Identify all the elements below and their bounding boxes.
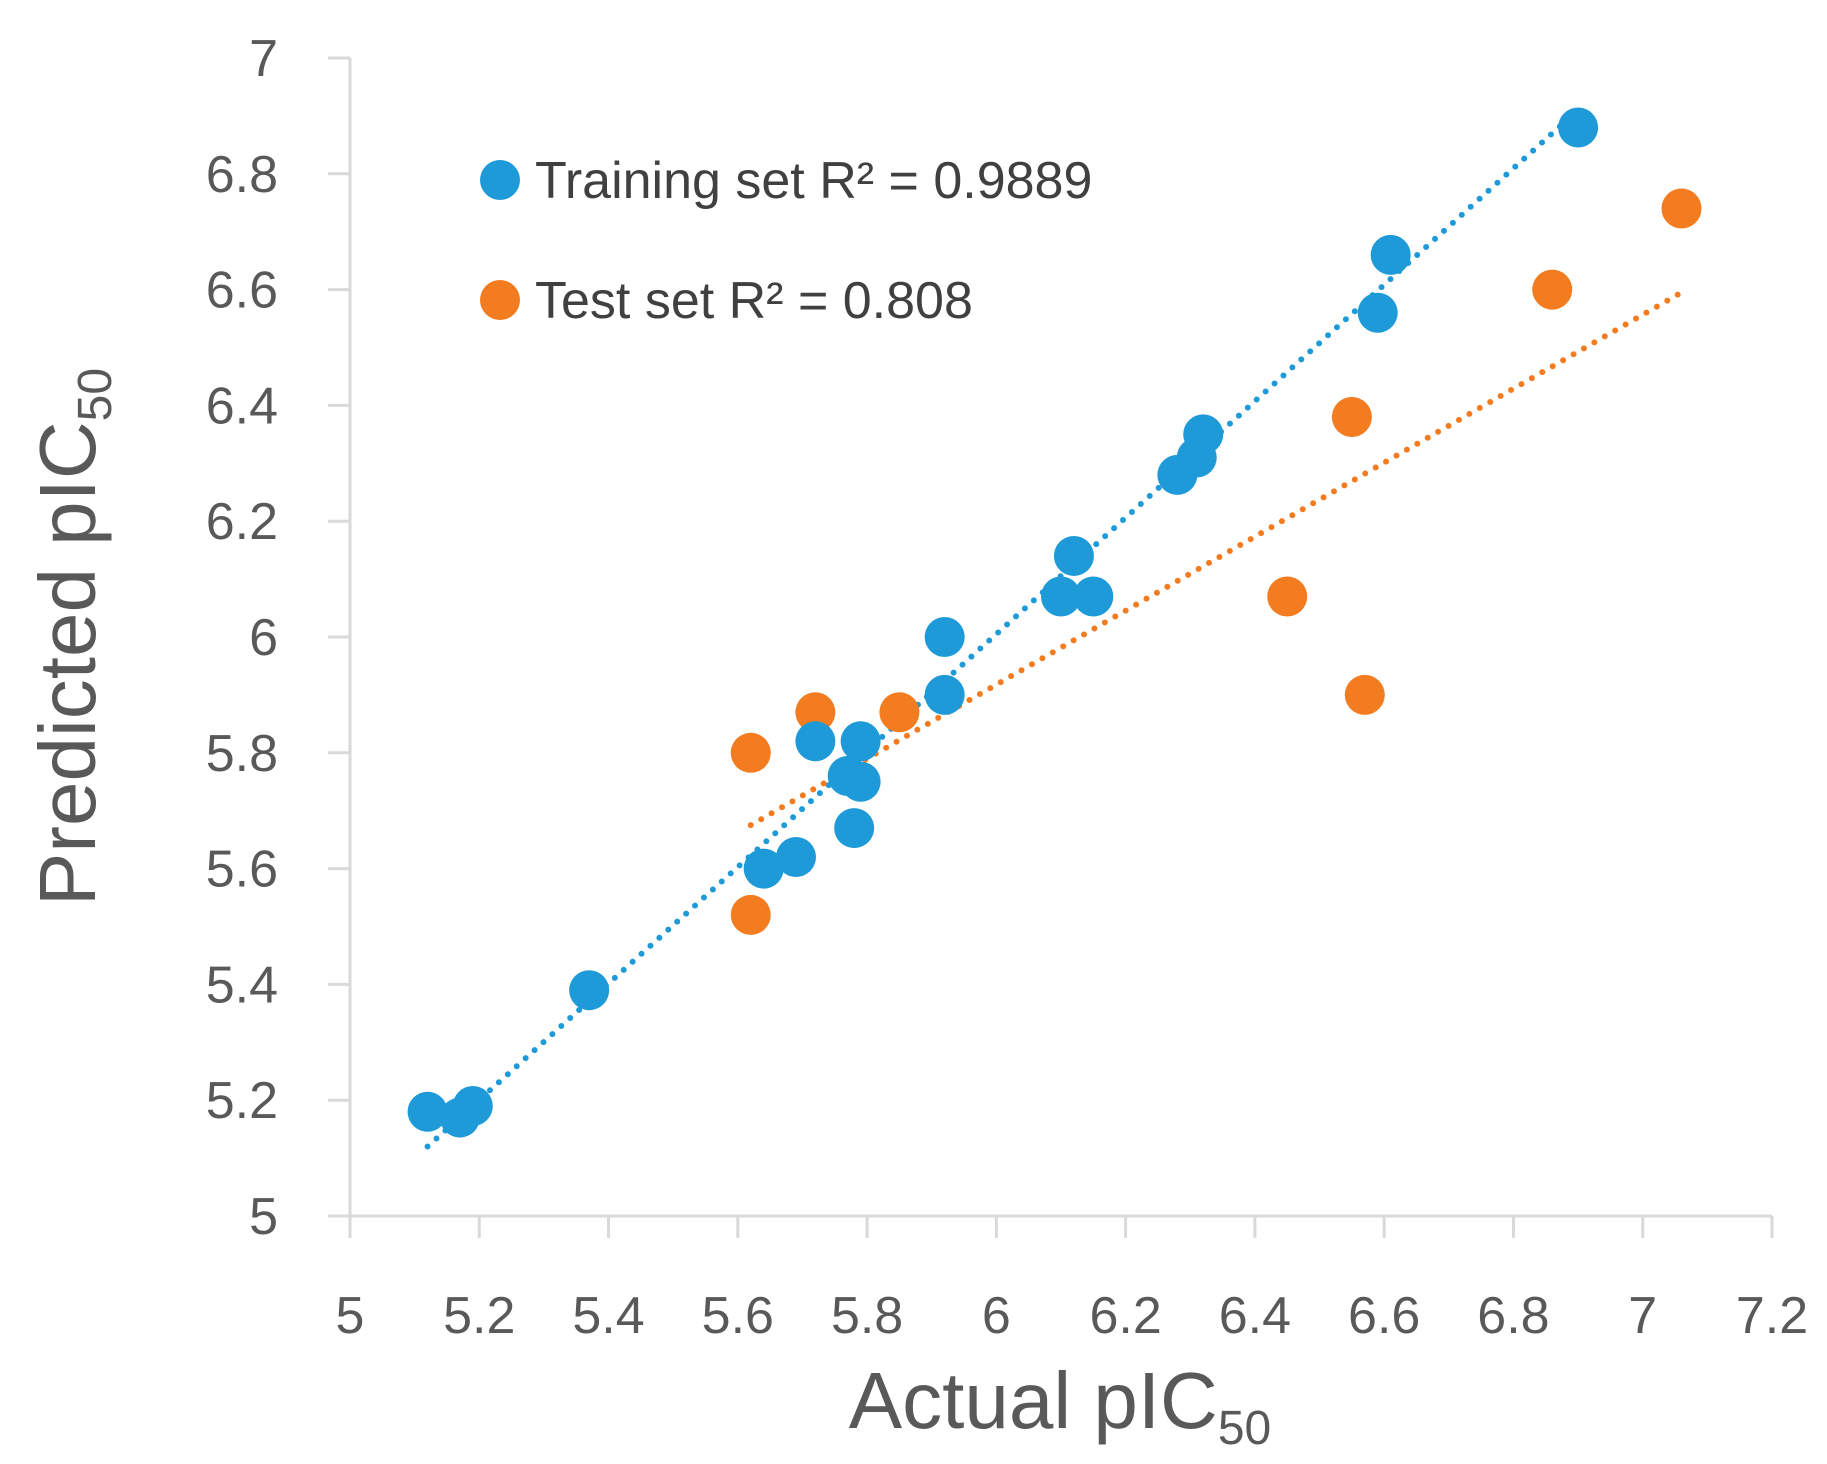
test-point	[1344, 674, 1385, 715]
test-point	[1532, 269, 1573, 310]
legend: Training set R² = 0.9889 Test set R² = 0…	[480, 152, 1092, 330]
legend-label-training: Training set R² = 0.9889	[535, 152, 1092, 210]
training-point	[795, 721, 836, 762]
y-ticks: 5 5.2 5.4 5.6 5.8 6 6.2 6.4 6.6 6.8 7	[206, 30, 350, 1246]
y-tick-label: 5.2	[206, 1072, 278, 1130]
training-point	[569, 970, 610, 1011]
y-axis-title-subscript: 50	[69, 368, 122, 421]
training-point	[1183, 414, 1224, 455]
y-tick-label: 6.4	[206, 377, 278, 435]
legend-marker-training	[480, 160, 520, 200]
y-axis-title-text: Predicted pIC	[23, 421, 112, 906]
training-point	[775, 837, 816, 878]
data-points	[407, 107, 1702, 1138]
training-point	[834, 808, 875, 849]
test-trendline	[747, 289, 1685, 829]
y-axis-title: Predicted pIC50	[23, 368, 122, 906]
test-point	[730, 732, 771, 773]
x-tick-label: 6.2	[1089, 1287, 1161, 1345]
x-tick-label: 6	[982, 1287, 1011, 1345]
y-tick-label: 6.8	[206, 146, 278, 204]
training-point	[1053, 535, 1094, 576]
x-tick-label: 5.6	[702, 1287, 774, 1345]
y-tick-label: 5.4	[206, 956, 278, 1014]
y-tick-label: 5	[249, 1188, 278, 1246]
training-point	[407, 1091, 448, 1132]
y-tick-label: 7	[249, 30, 278, 88]
training-point	[840, 761, 881, 802]
x-axis-title-subscript: 50	[1218, 1402, 1271, 1455]
y-tick-label: 6.2	[206, 493, 278, 551]
x-tick-label: 6.6	[1348, 1287, 1420, 1345]
x-tick-label: 7.2	[1736, 1287, 1808, 1345]
axes	[348, 58, 1772, 1218]
training-point	[452, 1085, 493, 1126]
training-point	[1357, 292, 1398, 333]
y-tick-label: 6.6	[206, 262, 278, 320]
legend-label-test: Test set R² = 0.808	[535, 272, 973, 330]
training-point	[743, 848, 784, 889]
legend-marker-test	[480, 280, 520, 320]
x-axis-title-text: Actual pIC	[849, 1356, 1218, 1445]
y-tick-label: 5.6	[206, 841, 278, 899]
x-ticks: 5 5.2 5.4 5.6 5.8 6 6.2 6.4 6.6 6.8 7 7.2	[336, 1216, 1808, 1345]
y-tick-label: 5.8	[206, 725, 278, 783]
training-point	[924, 674, 965, 715]
training-trendline	[424, 118, 1569, 1150]
test-point	[1661, 188, 1702, 229]
test-point	[1331, 396, 1372, 437]
trendlines	[424, 118, 1685, 1150]
training-point	[1370, 234, 1411, 275]
x-tick-label: 5	[336, 1287, 365, 1345]
y-tick-label: 6	[249, 609, 278, 667]
x-tick-label: 5.2	[443, 1287, 515, 1345]
x-tick-label: 5.8	[831, 1287, 903, 1345]
training-point	[1558, 107, 1599, 148]
test-point	[1267, 576, 1308, 617]
test-point	[879, 692, 920, 733]
x-tick-label: 6.8	[1477, 1287, 1549, 1345]
training-point	[1073, 576, 1114, 617]
test-point	[795, 692, 836, 733]
test-point	[730, 894, 771, 935]
x-axis-title: Actual pIC50	[849, 1356, 1271, 1455]
training-point	[924, 617, 965, 657]
x-tick-label: 6.4	[1219, 1287, 1291, 1345]
x-tick-label: 7	[1628, 1287, 1657, 1345]
training-point	[840, 721, 881, 762]
training-point	[1041, 576, 1081, 617]
x-tick-label: 5.4	[572, 1287, 644, 1345]
